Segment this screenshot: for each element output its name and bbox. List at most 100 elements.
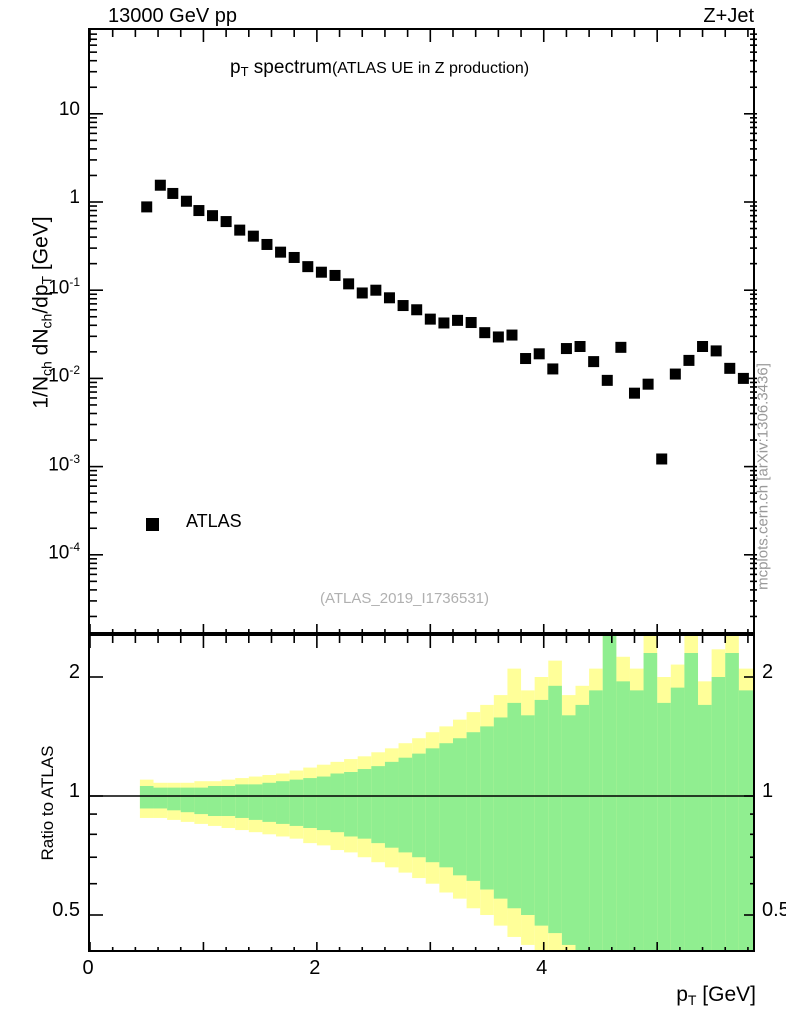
ratio-band-bin (493, 717, 508, 899)
main-plot-svg (89, 30, 757, 636)
data-point (683, 354, 695, 366)
data-point (697, 340, 709, 352)
xtick-0: 0 (82, 957, 94, 979)
data-point (438, 317, 450, 329)
ratio-band-bin (684, 653, 699, 950)
dataset-id-label: (ATLAS_2019_I1736531) (320, 590, 490, 607)
data-point (141, 201, 153, 213)
xlabel-units: [GeV] (696, 983, 756, 1006)
data-point (315, 266, 327, 278)
data-point (356, 287, 368, 299)
ratio-band-bin (670, 687, 685, 950)
xlabel-pt: p (676, 983, 688, 1006)
ratio-band-bin (725, 653, 739, 950)
data-point (370, 284, 382, 296)
ratio-band-bin (643, 653, 658, 950)
data-point (180, 195, 192, 207)
ratio-band-bin (521, 715, 535, 915)
data-point (234, 224, 246, 236)
ylabel-part-b: dN (29, 328, 53, 362)
ratio-band-bin (289, 779, 304, 826)
data-point (167, 187, 179, 199)
main-ytick-3: 10-2 (48, 363, 80, 387)
plot-title-pt: p (230, 57, 241, 78)
ratio-band-bin (276, 781, 290, 824)
ratio-band-bin (153, 787, 168, 809)
data-point (302, 261, 314, 273)
ratio-band-bin (439, 743, 453, 868)
ylabel-part-d: [GeV] (29, 216, 53, 276)
xtick-2: 4 (536, 957, 548, 979)
ratio-band-bin (221, 785, 236, 817)
ratio-band-bin (235, 784, 249, 818)
data-point (642, 378, 654, 390)
ratio-band-bin (698, 704, 712, 950)
data-point (588, 356, 600, 368)
xlabel-sub: T (687, 992, 697, 1008)
data-point (724, 362, 736, 374)
data-point (193, 205, 205, 217)
ratio-band-bin (657, 702, 671, 950)
data-point (329, 269, 341, 281)
data-point (411, 304, 423, 316)
ratio-ytick-right-0: 2 (762, 661, 774, 683)
ratio-band-bin (357, 769, 372, 839)
ratio-band-bin (180, 787, 195, 813)
data-point (220, 216, 232, 228)
ratio-band-bin (412, 753, 426, 858)
ratio-band-bin (548, 685, 562, 934)
plot-title-rest: spectrum (248, 57, 332, 78)
data-point (343, 278, 355, 290)
ratio-ytick-left-2: 0.5 (52, 899, 80, 921)
ratio-ytick-left-0: 2 (68, 661, 80, 683)
data-point (452, 314, 464, 326)
data-point (574, 340, 586, 352)
beam-energy-label: 13000 GeV pp (108, 5, 237, 27)
data-point (547, 363, 559, 375)
ratio-band-bin (589, 690, 603, 950)
main-ytick-0: 10 (58, 98, 80, 120)
data-point (520, 353, 532, 365)
ratio-band-bin (507, 702, 522, 909)
mcplots-watermark: mcplots.cern.ch [arXiv:1306.3436] (754, 363, 772, 590)
x-axis-title: pT [GeV] (676, 983, 756, 1008)
ratio-plot-svg (90, 636, 753, 950)
ratio-band-bin (452, 738, 467, 876)
ratio-band-bin (248, 784, 263, 820)
data-point (424, 313, 436, 325)
ratio-band-bin (262, 782, 277, 822)
data-point (247, 230, 259, 242)
ratio-band-bin (207, 785, 222, 817)
data-point (383, 292, 395, 304)
data-point (533, 348, 545, 360)
main-ytick-2: 10-1 (48, 275, 80, 299)
ratio-band-bin (316, 776, 331, 831)
plot-title-sub: T (240, 64, 249, 79)
ratio-band-bin (466, 732, 481, 881)
data-point (261, 238, 273, 250)
ratio-ytick-right-2: 0.5 (762, 899, 786, 921)
ratio-band-bin (561, 715, 576, 945)
ratio-band-bin (629, 690, 644, 950)
data-point (615, 341, 627, 353)
ylabel-sub-b: ch (38, 313, 55, 329)
data-point (506, 329, 518, 341)
ratio-band-bin (738, 690, 753, 950)
plot-title-paren: (ATLAS UE in Z production) (331, 60, 530, 77)
ratio-band-bin (425, 748, 440, 863)
data-point (275, 246, 287, 258)
data-point (288, 251, 300, 263)
data-point (154, 179, 166, 191)
ratio-ytick-right-1: 1 (762, 780, 774, 802)
main-plot-panel (88, 28, 757, 636)
ratio-band-bin (616, 681, 630, 950)
data-marker-layer (141, 179, 749, 465)
ratio-plot-panel (88, 634, 755, 952)
plot-title: pT spectrum(ATLAS UE in Z production) (230, 57, 529, 79)
ratio-band-bin (139, 785, 154, 809)
data-point (479, 327, 491, 339)
ratio-band-bin (303, 778, 317, 828)
ratio-band-bin (602, 636, 617, 950)
main-ytick-5: 10-4 (48, 539, 80, 564)
